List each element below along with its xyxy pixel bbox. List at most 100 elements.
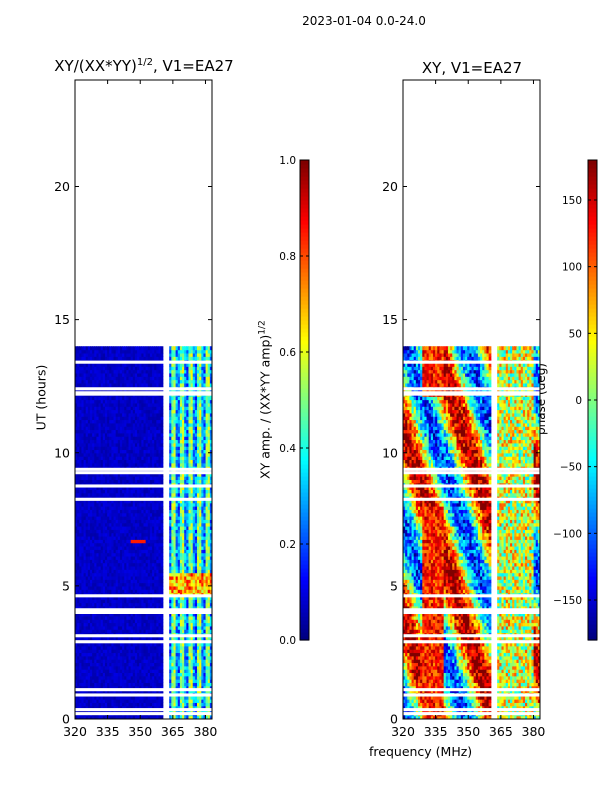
heatmap-cell (205, 549, 209, 554)
heatmap-cell (117, 575, 121, 580)
heatmap-cell (188, 499, 192, 504)
heatmap-cell (184, 635, 187, 640)
heatmap-cell (201, 459, 205, 464)
heatmap-cell (124, 486, 127, 490)
heatmap-cell (137, 589, 140, 594)
heatmap-cell (98, 512, 102, 517)
heatmap-cell (199, 506, 202, 510)
heatmap-cell (100, 582, 104, 587)
heatmap-cell (169, 459, 172, 464)
heatmap-cell (173, 522, 177, 527)
heatmap-cell (79, 615, 83, 620)
heatmap-cell (139, 589, 142, 594)
heatmap-cell (111, 519, 115, 524)
heatmap-cell (186, 509, 190, 514)
heatmap-cell (83, 545, 87, 550)
heatmap-cell (107, 562, 110, 567)
heatmap-cell (96, 705, 100, 710)
heatmap-cell (199, 599, 202, 604)
heatmap-cell (190, 619, 194, 624)
heatmap-cell (85, 715, 89, 719)
heatmap-cell (126, 652, 130, 657)
heatmap-cell (209, 532, 212, 537)
heatmap-cell (107, 569, 110, 574)
heatmap-cell (203, 459, 207, 464)
heatmap-cell (207, 532, 211, 537)
heatmap-cell (177, 695, 181, 700)
heatmap-cell (192, 599, 196, 604)
heatmap-cell (87, 525, 91, 530)
heatmap-cell (201, 559, 205, 564)
heatmap-cell (77, 522, 80, 527)
heatmap-cell (192, 622, 196, 627)
heatmap-cell (107, 506, 110, 510)
heatmap-cell (179, 619, 183, 624)
heatmap-cell (209, 486, 212, 490)
heatmap-cell (119, 595, 123, 600)
heatmap-cell (92, 479, 95, 484)
heatmap-cell (81, 552, 85, 557)
heatmap-cell (186, 582, 190, 587)
heatmap-cell (85, 612, 89, 617)
heatmap-cell (128, 572, 132, 577)
heatmap-cell (111, 555, 115, 560)
heatmap-cell (100, 489, 104, 494)
heatmap-cell (113, 472, 117, 477)
heatmap-cell (141, 679, 145, 683)
heatmap-cell (145, 685, 149, 690)
heatmap-cell (177, 529, 181, 534)
heatmap-cell (100, 645, 104, 650)
heatmap-cell (179, 569, 183, 574)
heatmap-cell (85, 535, 89, 540)
heatmap-cell (203, 655, 207, 660)
heatmap-cell (173, 476, 177, 480)
heatmap-cell (158, 502, 162, 507)
heatmap-cell (173, 615, 177, 620)
heatmap-cell (145, 589, 149, 594)
heatmap-cell (115, 699, 119, 703)
heatmap-cell (81, 492, 85, 497)
heatmap-cell (147, 642, 151, 647)
heatmap-cell (89, 645, 93, 650)
heatmap-cell (207, 599, 211, 604)
heatmap-cell (89, 476, 93, 480)
heatmap-cell (119, 512, 123, 517)
heatmap-cell (107, 619, 110, 624)
heatmap-cell (169, 675, 172, 680)
heatmap-cell (128, 649, 132, 654)
heatmap-cell (139, 549, 142, 554)
heatmap-cell (190, 565, 194, 570)
heatmap-cell (83, 569, 87, 574)
heatmap-cell (141, 486, 145, 490)
heatmap-cell (156, 529, 160, 534)
heatmap-cell (205, 499, 209, 504)
heatmap-cell (158, 672, 162, 677)
heatmap-cell (177, 625, 181, 630)
heatmap-cell (209, 622, 212, 627)
heatmap-cell (188, 625, 192, 630)
heatmap-cell (85, 492, 89, 497)
heatmap-cell (92, 512, 95, 517)
heatmap-cell (130, 665, 134, 670)
heatmap-cell (173, 462, 177, 467)
heatmap-cell (119, 552, 123, 557)
heatmap-cell (147, 462, 151, 467)
heatmap-cell (184, 585, 187, 590)
heatmap-cell (158, 509, 162, 514)
heatmap-cell (100, 682, 104, 687)
heatmap-cell (141, 682, 145, 687)
heatmap-cell (182, 565, 185, 570)
heatmap-cell (154, 682, 157, 687)
heatmap-cell (100, 595, 104, 600)
heatmap-cell (154, 715, 157, 719)
heatmap-cell (205, 562, 209, 567)
heatmap-cell (160, 499, 164, 504)
heatmap-cell (190, 532, 194, 537)
heatmap-cell (111, 509, 115, 514)
heatmap-cell (132, 479, 136, 484)
heatmap-cell (158, 449, 162, 454)
heatmap-cell (126, 619, 130, 624)
heatmap-cell (109, 615, 112, 620)
heatmap-cell (117, 565, 121, 570)
heatmap-cell (139, 476, 142, 480)
